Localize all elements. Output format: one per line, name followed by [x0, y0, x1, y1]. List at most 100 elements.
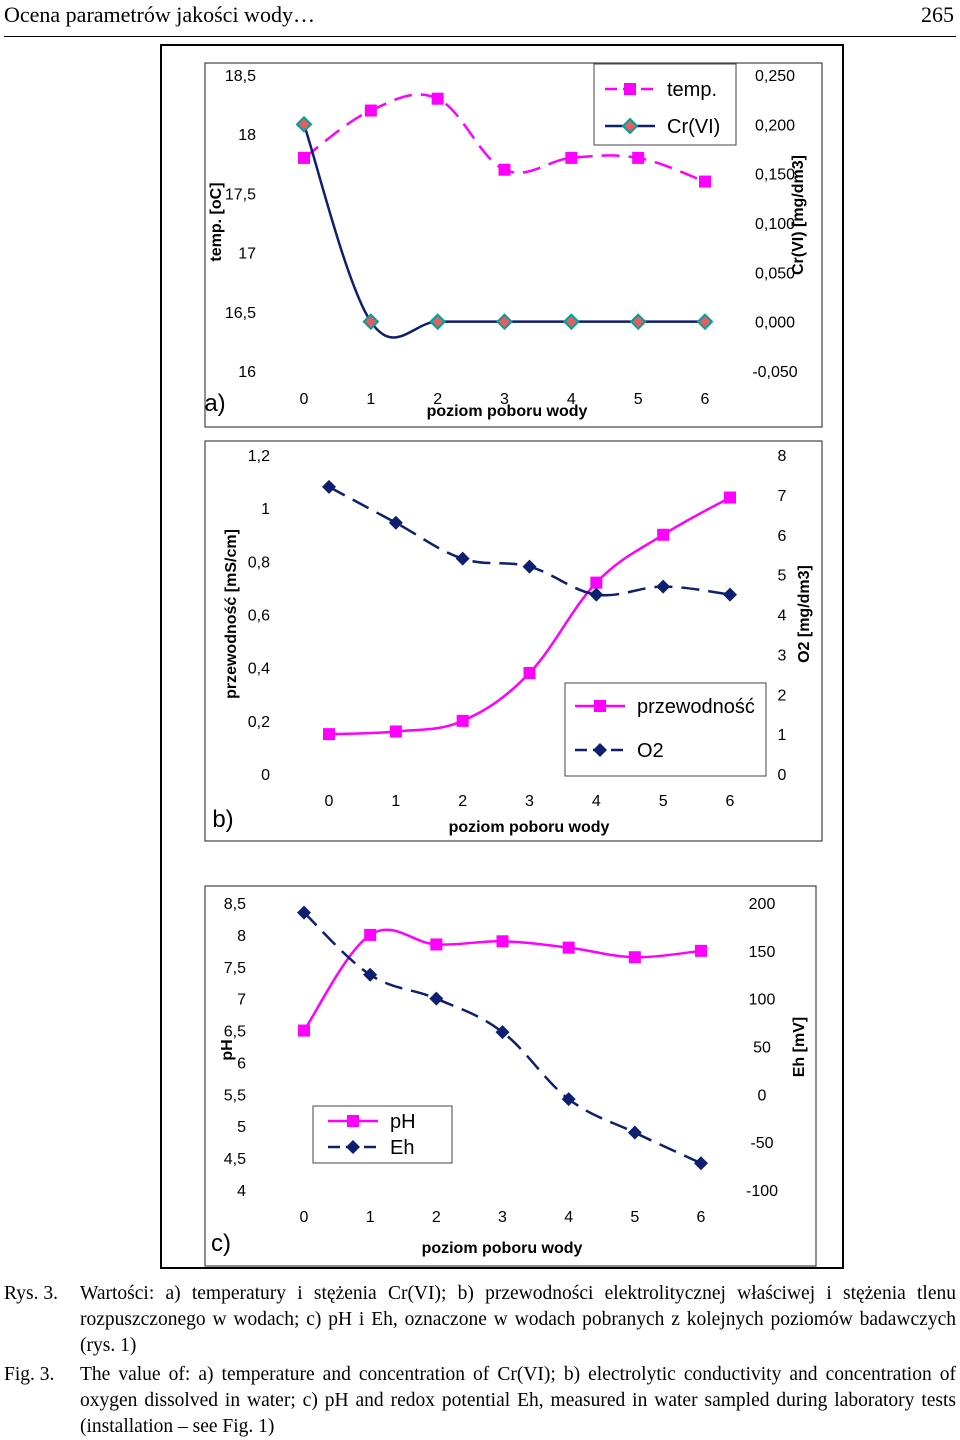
panel-2-y2-tick-label: 7	[778, 488, 787, 505]
panel-3-series-1-point	[695, 944, 707, 957]
panel-1-x-tick-label: 1	[366, 391, 375, 408]
panel-3-series-2-point	[363, 967, 378, 982]
panel-2-y-tick-label: 0,8	[248, 554, 270, 571]
panel-1-series-2-point	[696, 313, 714, 331]
panel-1-series-1-point	[565, 151, 578, 164]
panel-2-y2-tick-label: 6	[778, 528, 787, 545]
panel-2-x-tick-label: 6	[726, 793, 735, 810]
panel-3-y-tick-label: 5	[237, 1119, 246, 1136]
panel-3-legend-label-1: pH	[390, 1111, 416, 1133]
panel-1-series-2-point	[362, 313, 380, 331]
caption-en-label: Fig. 3.	[4, 1364, 55, 1385]
caption-en-text: The value of: a) temperature and concent…	[80, 1364, 956, 1437]
panel-1-y-tick-label: 17	[238, 246, 256, 263]
panel-1-x-tick-label: 4	[567, 391, 576, 408]
panel-1-series-1-point	[699, 175, 711, 188]
panel-1-y-tick-label: 16	[238, 364, 256, 381]
panel-3-y2-tick-label: 100	[749, 992, 776, 1009]
panel-3-y-tick-label: 7	[237, 992, 246, 1009]
panel-1-x-tick-label: 0	[300, 391, 309, 408]
panel-1-series-2-point	[629, 313, 647, 331]
panel-1-panel-label: a)	[204, 390, 225, 417]
panel-2-y2-tick-label: 0	[778, 767, 787, 784]
panel-3-x-tick-label: 4	[564, 1209, 573, 1226]
panel-3-y2-tick-label: -100	[746, 1183, 778, 1200]
panel-2-series-2-point	[455, 551, 470, 566]
panel-1-legend-label-2: Cr(VI)	[667, 116, 720, 138]
panel-3-series-1-point	[430, 938, 443, 951]
panel-1-series-2-point	[429, 313, 447, 331]
panel-3-y-tick-label: 6	[237, 1055, 246, 1072]
panel-1-x-tick-label: 6	[701, 391, 710, 408]
panel-1-series-1-point	[431, 92, 444, 105]
panel-3-series-2-point	[694, 1156, 708, 1171]
panel-2-x-tick-label: 3	[525, 793, 534, 810]
panel-1-y-tick-label: 17,5	[225, 186, 256, 203]
panel-2-series-1-point	[323, 728, 335, 741]
panel-3-x-tick-label: 2	[432, 1209, 441, 1226]
panel-2-y-tick-label: 1	[261, 501, 270, 518]
panel-2-series-1-point	[657, 528, 670, 541]
panel-1-x-tick-label: 5	[634, 391, 643, 408]
panel-1-series-2-point	[295, 115, 313, 133]
panel-2-x-tick-label: 0	[325, 793, 334, 810]
panel-1-series-1-point	[298, 151, 310, 164]
panel-1-y-tick-label: 18	[238, 127, 256, 144]
panel-3-series-2-point	[561, 1092, 576, 1107]
panel-2-x-tick-label: 2	[458, 793, 467, 810]
panel-1-plot-area	[204, 62, 823, 428]
panel-3-x-tick-label: 6	[697, 1209, 706, 1226]
panel-2-y2-axis-title: O2 [mg/dm3]	[796, 565, 813, 663]
panel-1-legend-label-1: temp.	[667, 79, 717, 101]
panel-2-series-1-point	[456, 714, 469, 727]
panel-2-legend-box	[564, 682, 767, 777]
panel-1-series-2-point	[496, 313, 513, 331]
panel-1-y-tick-label: 18,5	[225, 68, 256, 85]
panel-2-x-tick-label: 5	[659, 793, 668, 810]
panel-1-legend-marker-2	[621, 117, 639, 135]
panel-3-y2-tick-label: -50	[750, 1135, 773, 1152]
panel-2-y-tick-label: 0,2	[248, 714, 270, 731]
panel-2-y2-tick-label: 4	[778, 608, 787, 625]
panel-3-plot-area	[204, 885, 817, 1267]
panel-3-series-2-point	[429, 991, 444, 1006]
panel-3-series-2-point	[495, 1025, 510, 1040]
panel-2-y-tick-label: 0,4	[248, 661, 270, 678]
panel-1-y2-axis-title: Cr(VI) [mg/dm3]	[790, 155, 807, 275]
panel-2-series-2-point	[656, 579, 671, 594]
panel-1-series-1-point	[364, 104, 377, 117]
panel-2-series-2-point	[589, 587, 604, 602]
panel-2-series-1-point	[389, 725, 402, 738]
panel-3-x-tick-label: 1	[366, 1209, 375, 1226]
panel-3-y-tick-label: 4,5	[224, 1151, 246, 1168]
panel-2-y2-tick-label: 3	[778, 647, 787, 664]
panel-1-y2-tick-label: 0,050	[755, 265, 795, 282]
panel-1-x-tick-label: 2	[433, 391, 442, 408]
panel-2-series-2-point	[522, 559, 537, 574]
caption-pl-label: Rys. 3.	[4, 1283, 58, 1304]
panel-2-series-2-point	[723, 587, 737, 602]
panel-3-y2-tick-label: 0	[758, 1087, 767, 1104]
panel-1-x-tick-label: 3	[500, 391, 509, 408]
panel-1-legend-marker-1	[624, 83, 636, 95]
panel-2-y2-tick-label: 1	[778, 727, 787, 744]
panel-3-series-1-point	[364, 928, 377, 941]
panel-3-y-tick-label: 8,5	[224, 896, 246, 913]
panel-3-x-tick-label: 5	[630, 1209, 639, 1226]
panel-3-y-tick-label: 5,5	[224, 1087, 246, 1104]
panel-2-y-tick-label: 1,2	[248, 448, 270, 465]
panel-3-x-tick-label: 0	[300, 1209, 309, 1226]
panel-2-y-axis-title: przewodność [mS/cm]	[223, 529, 240, 699]
panel-1-y2-tick-label: 0,000	[755, 315, 795, 332]
panel-3-legend-marker-2	[346, 1140, 360, 1154]
panel-2-y-tick-label: 0,6	[248, 608, 270, 625]
panel-1-series-1-point	[498, 163, 511, 176]
panel-1-y2-tick-label: 0,200	[755, 117, 795, 134]
panel-2-x-tick-label: 1	[391, 793, 400, 810]
panel-1-y2-tick-label: -0,050	[752, 364, 797, 381]
panel-2-panel-label: b)	[212, 806, 233, 833]
panel-2-legend-marker-2	[593, 743, 607, 757]
panel-3-y-tick-label: 7,5	[224, 960, 246, 977]
panel-1-y-tick-label: 16,5	[225, 305, 256, 322]
panel-3-panel-label: c)	[211, 1230, 231, 1257]
